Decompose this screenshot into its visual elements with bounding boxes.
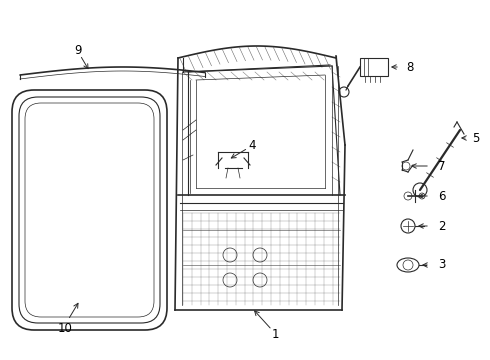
Text: 8: 8 bbox=[406, 60, 414, 73]
Text: 1: 1 bbox=[271, 328, 279, 342]
Text: 3: 3 bbox=[438, 258, 445, 271]
Text: 10: 10 bbox=[57, 321, 73, 334]
Text: 2: 2 bbox=[438, 220, 445, 233]
Bar bbox=[360, 58, 388, 76]
Text: 6: 6 bbox=[438, 189, 445, 202]
Text: 5: 5 bbox=[472, 131, 479, 144]
Text: 9: 9 bbox=[74, 44, 82, 57]
Text: 7: 7 bbox=[438, 159, 445, 172]
Text: 4: 4 bbox=[248, 139, 256, 152]
